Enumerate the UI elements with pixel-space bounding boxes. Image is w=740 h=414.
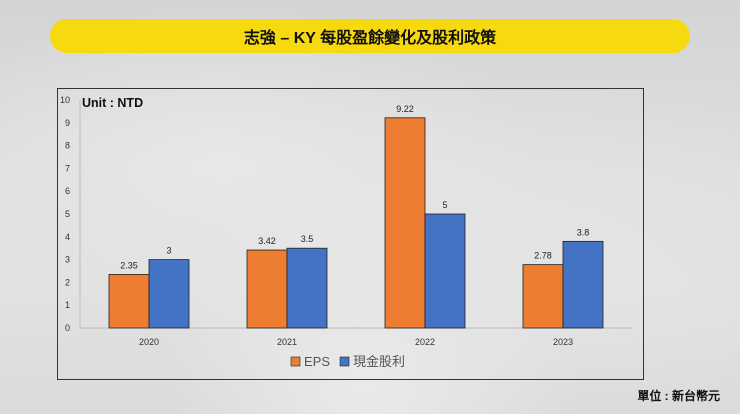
data-label: 2.78 bbox=[534, 251, 552, 261]
chart-frame bbox=[57, 88, 644, 380]
x-tick-label: 2022 bbox=[415, 337, 435, 347]
data-label: 3.5 bbox=[301, 234, 314, 244]
y-tick-label: 8 bbox=[65, 141, 70, 151]
page-title: 志強 – KY 每股盈餘變化及股利政策 bbox=[243, 30, 497, 47]
bar-eps-2022 bbox=[384, 117, 426, 329]
bar-cash-dividend-2022 bbox=[424, 213, 466, 329]
data-label: 3.42 bbox=[258, 236, 276, 246]
legend-swatch bbox=[339, 356, 350, 367]
data-label: 3.8 bbox=[577, 227, 590, 237]
y-tick-label: 5 bbox=[65, 209, 70, 219]
y-axis-title: Unit : NTD bbox=[82, 96, 143, 110]
page-title-banner: 志強 – KY 每股盈餘變化及股利政策 bbox=[50, 19, 690, 53]
legend-swatch bbox=[290, 356, 301, 367]
data-labels: 2.35 3 3.42 3.5 9.22 5 2.78 3.8 bbox=[120, 104, 589, 271]
y-tick-label: 3 bbox=[65, 255, 70, 265]
x-tick-labels: 2020 2021 2022 2023 bbox=[139, 337, 573, 347]
chart-legend: EPS 現金股利 bbox=[290, 354, 405, 369]
data-label: 5 bbox=[442, 200, 447, 210]
legend-label: 現金股利 bbox=[353, 354, 405, 369]
y-tick-label: 7 bbox=[65, 163, 70, 173]
y-tick-label: 9 bbox=[65, 118, 70, 128]
y-tick-label: 10 bbox=[60, 95, 70, 105]
bar-eps-2021 bbox=[246, 249, 288, 329]
data-label: 3 bbox=[166, 246, 171, 256]
unit-note: 單位 : 新台幣元 bbox=[637, 389, 720, 403]
y-tick-label: 1 bbox=[65, 300, 70, 310]
x-tick-label: 2023 bbox=[553, 337, 573, 347]
bar-cash-dividend-2021 bbox=[286, 247, 328, 329]
legend-label: EPS bbox=[304, 354, 330, 369]
data-label: 9.22 bbox=[396, 104, 414, 114]
x-tick-label: 2021 bbox=[277, 337, 297, 347]
y-tick-label: 6 bbox=[65, 186, 70, 196]
bar-cash-dividend-2020 bbox=[148, 259, 190, 329]
x-tick-label: 2020 bbox=[139, 337, 159, 347]
data-label: 2.35 bbox=[120, 260, 138, 270]
bar-eps-2023 bbox=[522, 264, 564, 329]
y-tick-label: 2 bbox=[65, 277, 70, 287]
bar-eps-2020 bbox=[108, 274, 150, 329]
y-tick-label: 4 bbox=[65, 232, 70, 242]
bar-series bbox=[108, 117, 604, 329]
y-tick-label: 0 bbox=[65, 323, 70, 333]
y-tick-labels: 0 1 2 3 4 5 6 7 8 9 10 bbox=[60, 95, 70, 333]
bar-cash-dividend-2023 bbox=[562, 240, 604, 329]
